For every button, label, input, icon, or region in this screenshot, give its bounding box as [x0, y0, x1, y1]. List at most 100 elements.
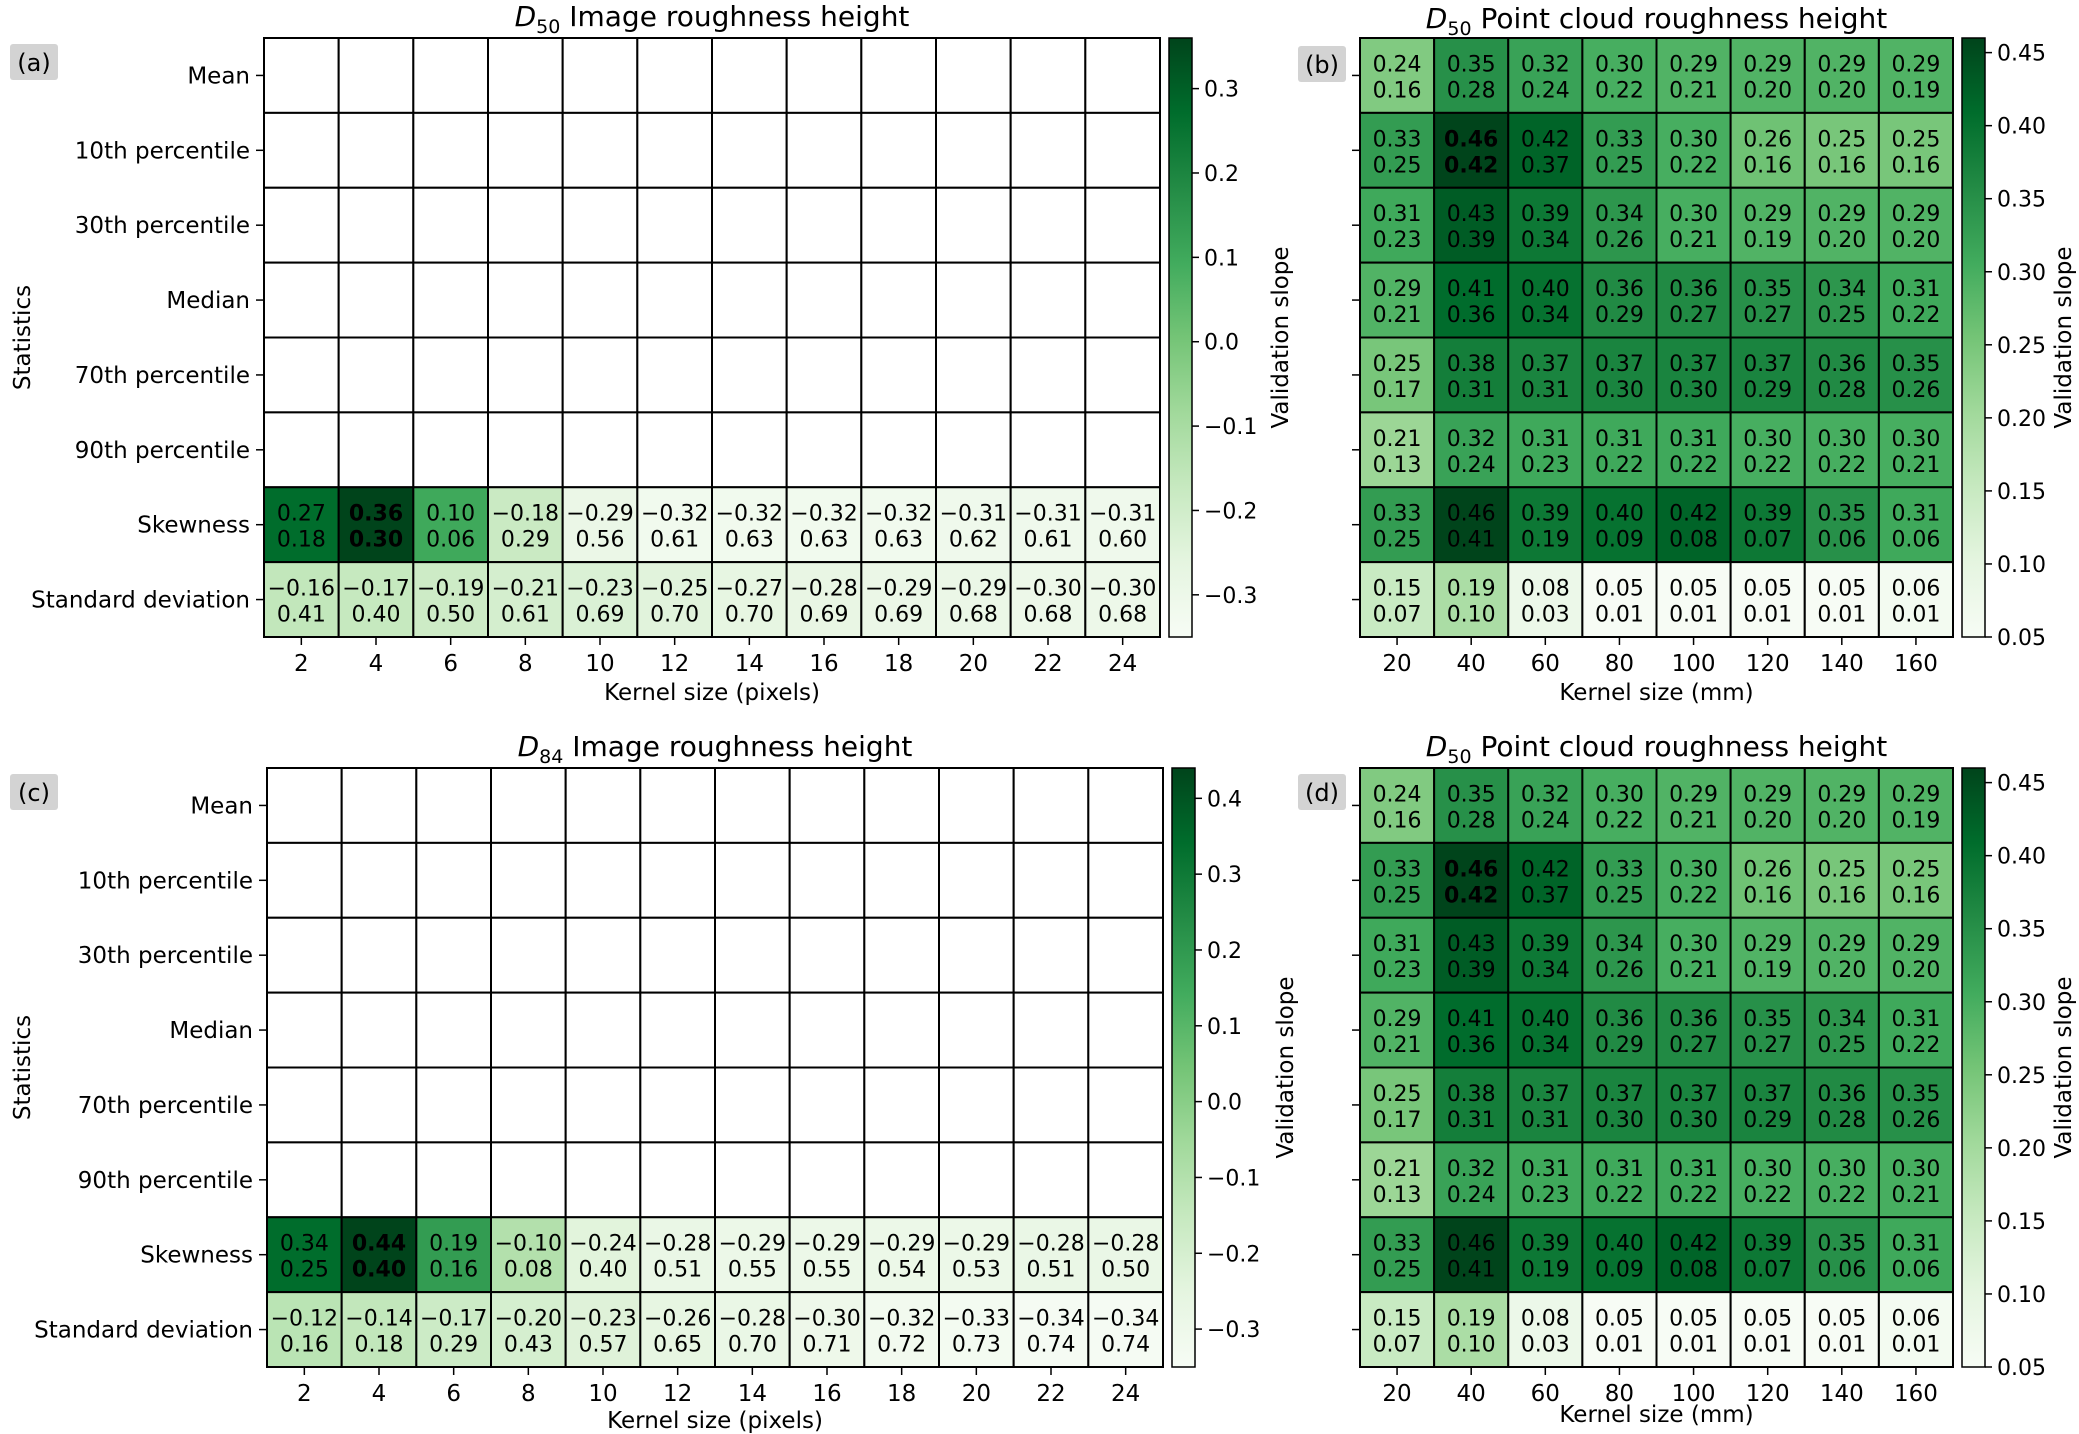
heatmap-cell [1729, 186, 1806, 264]
heatmap-cell [1507, 261, 1584, 339]
cell-second-label: 0.23 [1521, 453, 1570, 478]
heatmap-cell [263, 411, 340, 489]
cell-slope-label: −0.30 [1089, 577, 1156, 602]
cell-slope-label: −0.20 [495, 1307, 562, 1332]
cell-second-label: 0.21 [1373, 1033, 1422, 1058]
title-subscript: 50 [1447, 746, 1471, 768]
heatmap-cell [860, 411, 937, 489]
cell-second-label: 0.60 [1098, 528, 1147, 553]
heatmap-cell [863, 1066, 940, 1144]
heatmap-cell [561, 411, 639, 489]
cell-slope-label: 0.37 [1743, 1082, 1792, 1107]
cell-slope-label: −0.21 [492, 577, 559, 602]
cell-second-label: 0.22 [1743, 1183, 1792, 1208]
cell-slope-label: 0.39 [1521, 202, 1570, 227]
cell-second-label: 0.41 [277, 603, 326, 628]
heatmap-cell [1581, 336, 1658, 414]
cell-second-label: 0.06 [1817, 1258, 1866, 1283]
cell-slope-label: 0.19 [429, 1232, 478, 1257]
colorbar-label: Validation slope [2051, 246, 2077, 428]
cell-second-label: 0.03 [1521, 603, 1570, 628]
cell-slope-label: 0.36 [1817, 352, 1866, 377]
cell-slope-label: 0.46 [1447, 502, 1496, 527]
cell-slope-label: 0.31 [1891, 1007, 1940, 1032]
cell-second-label: 0.17 [1373, 378, 1422, 403]
cell-slope-label: 0.35 [1447, 782, 1496, 807]
heatmap-cell [340, 916, 418, 994]
cell-slope-label: −0.31 [940, 502, 1007, 527]
colorbar-tick-label: 0.35 [1997, 918, 2046, 943]
cell-slope-label: 0.31 [1521, 427, 1570, 452]
cell-second-label: 0.19 [1743, 228, 1792, 253]
cell-slope-label: 0.36 [1595, 1007, 1644, 1032]
heatmap-cell [1729, 1291, 1806, 1368]
x-tick-label: 6 [443, 651, 458, 677]
colorbar-tick-label: −0.3 [1207, 1318, 1260, 1343]
cell-second-label: 0.25 [1595, 883, 1644, 908]
panel-label-box [10, 774, 58, 810]
heatmap-cell [412, 261, 490, 339]
y-tick-label: Mean [187, 63, 250, 89]
title-subscript: 50 [536, 16, 560, 38]
x-tick-label: 8 [518, 651, 533, 677]
cell-slope-label: 0.34 [1595, 202, 1644, 227]
panel-title: D84 Image roughness height [518, 730, 913, 768]
cell-slope-label: 0.32 [1521, 52, 1570, 77]
colorbar-tick-label: 0.1 [1204, 246, 1239, 271]
cell-slope-label: 0.30 [1743, 1157, 1792, 1182]
cell-second-label: 0.21 [1891, 1183, 1940, 1208]
cell-slope-label: 0.19 [1447, 577, 1496, 602]
x-tick-label: 12 [663, 1381, 692, 1407]
heatmap-cell [266, 1066, 343, 1144]
heatmap-cell [1084, 37, 1162, 114]
cell-slope-label: 0.06 [1891, 1307, 1940, 1332]
heatmap-cell [639, 767, 716, 844]
heatmap-cell [266, 1141, 343, 1219]
cell-slope-label: 0.30 [1669, 857, 1718, 882]
cell-slope-label: 0.33 [1373, 1232, 1422, 1257]
heatmap-cell [1655, 916, 1732, 994]
title-subscript: 84 [539, 746, 563, 768]
heatmap-cell [263, 186, 340, 264]
cell-second-label: 0.63 [725, 528, 774, 553]
colorbar-tick-label: 0.2 [1204, 162, 1239, 187]
heatmap-cell [639, 1216, 716, 1294]
cell-second-label: 0.20 [1743, 78, 1792, 103]
heatmap-cell [1877, 1141, 1954, 1219]
heatmap-cell [1803, 411, 1880, 489]
cell-second-label: 0.39 [1447, 958, 1496, 983]
cell-second-label: 0.41 [1447, 528, 1496, 553]
heatmap-cell [935, 186, 1012, 264]
colorbar-label: Validation slope [1268, 246, 1294, 428]
cell-slope-label: 0.29 [1891, 202, 1940, 227]
cell-slope-label: 0.46 [1444, 127, 1498, 152]
heatmap-cell [487, 111, 564, 189]
cell-slope-label: −0.31 [1089, 502, 1156, 527]
cell-slope-label: 0.30 [1669, 202, 1718, 227]
cell-second-label: 0.51 [1027, 1258, 1076, 1283]
heatmap-cell [487, 411, 564, 489]
cell-slope-label: 0.35 [1817, 502, 1866, 527]
heatmap-cell [1581, 1216, 1658, 1294]
cell-second-label: 0.74 [1101, 1333, 1150, 1358]
cell-second-label: 0.23 [1373, 228, 1422, 253]
cell-slope-label: 0.40 [1521, 277, 1570, 302]
heatmap-cell [487, 336, 564, 414]
x-tick-label: 6 [446, 1381, 461, 1407]
cell-slope-label: −0.32 [865, 502, 932, 527]
cell-slope-label: −0.29 [566, 502, 633, 527]
colorbar-tick-label: 0.25 [1997, 1064, 2046, 1089]
cell-second-label: 0.26 [1891, 1108, 1940, 1133]
heatmap-cell [340, 991, 418, 1069]
cell-second-label: 0.22 [1595, 808, 1644, 833]
cell-second-label: 0.20 [1891, 958, 1940, 983]
cell-second-label: 0.22 [1817, 453, 1866, 478]
colorbar-tick-label: −0.2 [1204, 499, 1257, 524]
heatmap-cell [1359, 261, 1436, 339]
cell-slope-label: −0.16 [268, 577, 335, 602]
colorbar-tick-label: 0.15 [1997, 1210, 2046, 1235]
heatmap-cell [1359, 186, 1436, 264]
cell-second-label: 0.73 [952, 1333, 1001, 1358]
x-tick-label: 60 [1531, 651, 1560, 677]
x-tick-label: 12 [660, 651, 689, 677]
